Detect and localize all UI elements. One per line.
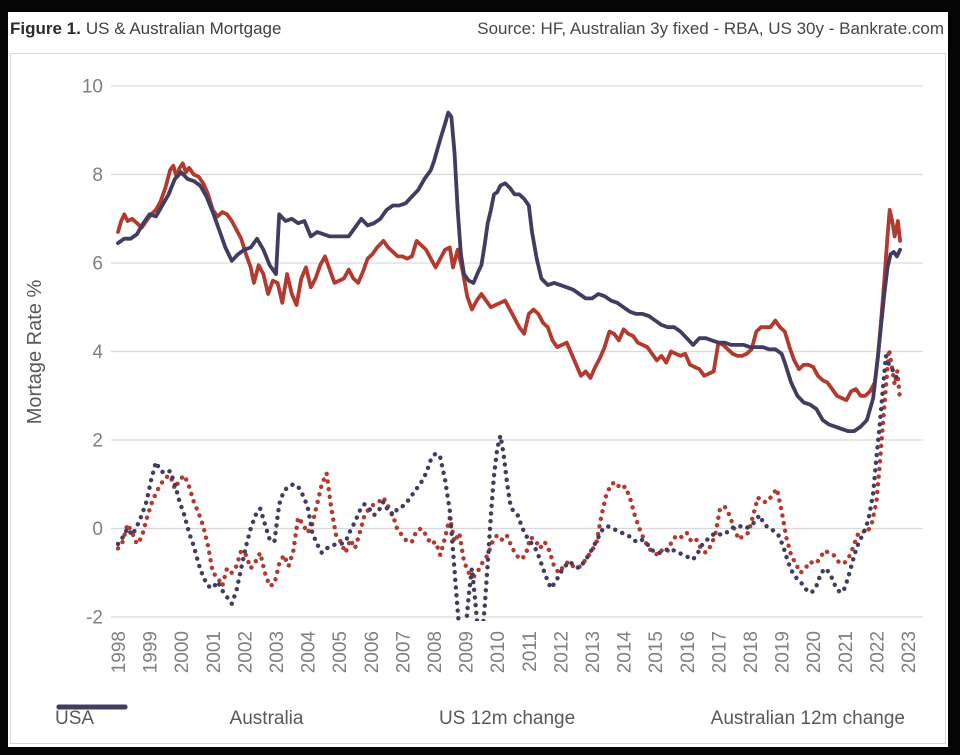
x-tick-label-2022: 2022 — [867, 631, 888, 673]
x-tick-label-2012: 2012 — [551, 631, 572, 673]
x-tick-label-2013: 2013 — [583, 631, 604, 673]
x-tick-label-2021: 2021 — [836, 631, 857, 673]
x-tick-label-2007: 2007 — [393, 631, 414, 673]
report-page: Figure 1. US & Australian Mortgage Source… — [8, 12, 948, 747]
y-tick-label--2: -2 — [86, 608, 103, 629]
series-lines — [115, 110, 903, 621]
x-tick-label-2017: 2017 — [709, 631, 730, 673]
x-tick-label-2020: 2020 — [804, 631, 825, 673]
figure-source: Source: HF, Australian 3y fixed - RBA, U… — [477, 19, 944, 38]
x-tick-label-2003: 2003 — [267, 631, 288, 673]
x-tick-label-2006: 2006 — [362, 631, 383, 673]
x-tick-label-2001: 2001 — [204, 631, 225, 673]
x-tick-label-2005: 2005 — [330, 631, 351, 673]
y-tick-label-6: 6 — [92, 254, 103, 275]
figure-caption: Figure 1. US & Australian Mortgage — [10, 19, 281, 39]
x-tick-label-2023: 2023 — [899, 631, 920, 673]
x-tick-label-2011: 2011 — [520, 631, 541, 672]
legend-label: Australia — [229, 708, 304, 729]
x-tick-label-2000: 2000 — [172, 631, 193, 673]
x-tick-label-2014: 2014 — [615, 631, 636, 674]
series-line-australia — [116, 110, 902, 433]
series-line-usa — [116, 161, 902, 403]
x-tick-label-1998: 1998 — [109, 631, 130, 673]
x-tick-label-1999: 1999 — [141, 631, 162, 673]
x-tick-label-2008: 2008 — [425, 631, 446, 673]
y-tick-label-2: 2 — [92, 431, 103, 452]
x-axis-tick-labels: 1998 1999 2000 2001 2002 2003 2004 2005 2006 2007… — [109, 631, 920, 674]
legend-label: US 12m change — [438, 708, 576, 729]
legend-item-australia: Australia — [56, 704, 304, 730]
x-tick-label-2004: 2004 — [299, 631, 320, 674]
figure-title: US & Australian Mortgage — [85, 19, 282, 38]
y-tick-label-4: 4 — [92, 342, 103, 363]
x-tick-label-2018: 2018 — [741, 631, 762, 673]
x-tick-label-2002: 2002 — [235, 631, 256, 673]
chart-legend: USA Australia US 12m change Australian 12m … — [55, 702, 905, 736]
mortgage-rate-chart: 10 8 6 4 2 0 -2 1998 1999 2000 2001 2002 2003 2004 20… — [10, 53, 946, 744]
chart-canvas: 10 8 6 4 2 0 -2 1998 1999 2000 2001 2002 2003 2004 20… — [24, 77, 923, 674]
figure-label: Figure 1. — [10, 19, 81, 38]
y-tick-label-10: 10 — [82, 77, 103, 98]
y-tick-label-8: 8 — [92, 165, 103, 186]
series-line-australian-12m-change — [115, 353, 903, 621]
figure-header: Figure 1. US & Australian Mortgage Source… — [10, 19, 944, 45]
x-tick-label-2015: 2015 — [646, 631, 667, 673]
legend-label: USA — [55, 708, 95, 729]
x-tick-label-2016: 2016 — [678, 631, 699, 673]
legend-item-us-12m-change: US 12m change — [56, 704, 576, 730]
x-tick-label-2019: 2019 — [773, 631, 794, 673]
series-line-us-12m-change — [115, 347, 903, 589]
dotted-line-swatch-icon — [56, 704, 128, 710]
gridlines — [111, 85, 923, 618]
y-tick-label-0: 0 — [92, 519, 103, 540]
legend-item-australian-12m-change: Australian 12m change — [56, 704, 905, 730]
legend-label: Australian 12m change — [710, 708, 905, 729]
y-axis-tick-labels: 10 8 6 4 2 0 -2 — [82, 77, 104, 629]
y-axis-label: Mortage Rate % — [24, 280, 46, 425]
x-tick-label-2009: 2009 — [457, 631, 478, 673]
x-tick-label-2010: 2010 — [488, 631, 509, 673]
